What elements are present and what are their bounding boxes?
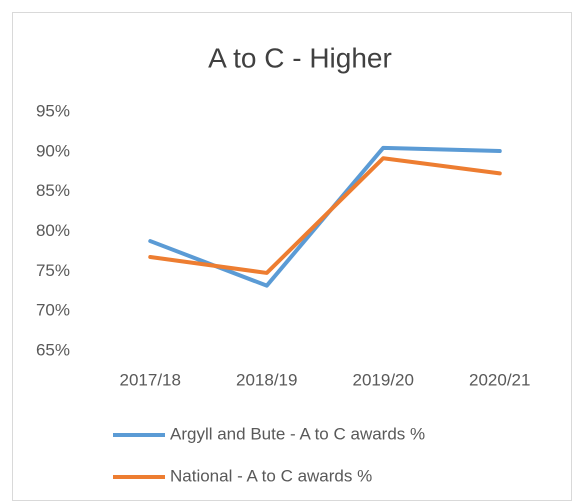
x-tick-label: 2018/19 (236, 370, 297, 389)
y-tick-label: 90% (36, 141, 70, 160)
y-tick-label: 85% (36, 181, 70, 200)
y-tick-label: 80% (36, 221, 70, 240)
legend-label: Argyll and Bute - A to C awards % (170, 424, 425, 443)
y-tick-label: 65% (36, 340, 70, 359)
y-tick-label: 70% (36, 301, 70, 320)
y-tick-label: 75% (36, 261, 70, 280)
x-tick-label: 2019/20 (353, 370, 414, 389)
x-tick-label: 2017/18 (120, 370, 181, 389)
chart-title: A to C - Higher (208, 42, 392, 73)
series-line (148, 156, 502, 275)
y-tick-label: 95% (36, 101, 70, 120)
legend-label: National - A to C awards % (170, 466, 372, 485)
x-tick-label: 2020/21 (469, 370, 530, 389)
